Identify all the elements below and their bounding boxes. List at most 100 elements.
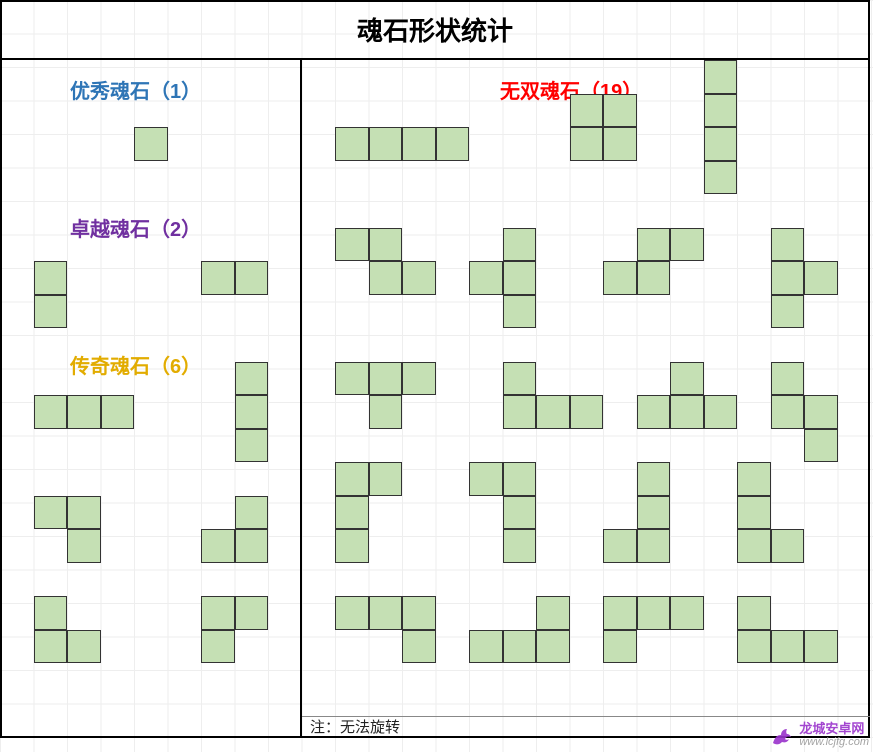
shape-cell <box>469 630 503 664</box>
shape-cell <box>737 496 771 530</box>
shape-cell <box>503 529 537 563</box>
shape-cell <box>603 127 637 161</box>
shape-cell <box>34 630 68 664</box>
shape-cell <box>402 362 436 396</box>
shape-cell <box>637 496 671 530</box>
shape-cell <box>67 395 101 429</box>
shape-cell <box>737 462 771 496</box>
shape-cell <box>335 462 369 496</box>
shape-cell <box>603 630 637 664</box>
shape-cell <box>402 596 436 630</box>
shape-cell <box>704 161 738 195</box>
category-label: 传奇魂石（6） <box>70 350 201 379</box>
category-label: 优秀魂石（1） <box>70 75 201 104</box>
shape-cell <box>335 362 369 396</box>
shape-cell <box>503 228 537 262</box>
shape-cell <box>201 630 235 664</box>
shape-cell <box>804 395 838 429</box>
shape-cell <box>670 228 704 262</box>
shape-cell <box>637 596 671 630</box>
shape-cell <box>570 127 604 161</box>
shape-cell <box>737 630 771 664</box>
shape-cell <box>603 261 637 295</box>
shape-cell <box>235 529 269 563</box>
watermark-line1: 龙城安卓网 <box>799 722 869 736</box>
shape-cell <box>369 596 403 630</box>
shape-cell <box>603 94 637 128</box>
shape-cell <box>771 395 805 429</box>
shape-cell <box>603 596 637 630</box>
shape-cell <box>235 261 269 295</box>
shape-cell <box>402 630 436 664</box>
shape-cell <box>402 261 436 295</box>
shape-cell <box>34 496 68 530</box>
shape-cell <box>771 295 805 329</box>
shape-cell <box>637 228 671 262</box>
watermark: 龙城安卓网 www.lcjfg.com <box>769 722 869 748</box>
shape-cell <box>704 395 738 429</box>
shape-cell <box>804 261 838 295</box>
shape-cell <box>201 261 235 295</box>
shape-cell <box>637 395 671 429</box>
category-label: 卓越魂石（2） <box>70 213 201 242</box>
shape-cell <box>402 127 436 161</box>
note-text: 注：无法旋转 <box>310 719 400 736</box>
shape-cell <box>201 529 235 563</box>
shape-cell <box>369 261 403 295</box>
shape-cell <box>670 596 704 630</box>
watermark-line2: www.lcjfg.com <box>799 736 869 748</box>
shape-cell <box>34 596 68 630</box>
shape-cell <box>704 60 738 94</box>
shape-cell <box>670 395 704 429</box>
shape-cell <box>804 429 838 463</box>
shape-cell <box>67 529 101 563</box>
shape-cell <box>67 496 101 530</box>
shape-cell <box>235 596 269 630</box>
shape-cell <box>670 362 704 396</box>
shape-cell <box>469 261 503 295</box>
shape-cell <box>101 395 135 429</box>
shape-cell <box>369 362 403 396</box>
shape-cell <box>503 261 537 295</box>
shape-cell <box>804 630 838 664</box>
shape-cell <box>637 462 671 496</box>
shape-cell <box>134 127 168 161</box>
shape-cell <box>737 596 771 630</box>
shape-cell <box>771 630 805 664</box>
shape-cell <box>235 395 269 429</box>
shape-cell <box>335 496 369 530</box>
title-text: 魂石形状统计 <box>357 11 513 48</box>
shape-cell <box>34 395 68 429</box>
shape-cell <box>771 228 805 262</box>
shape-cell <box>603 529 637 563</box>
shape-cell <box>369 462 403 496</box>
shape-cell <box>335 529 369 563</box>
shape-cell <box>335 228 369 262</box>
shape-cell <box>536 596 570 630</box>
shape-cell <box>503 362 537 396</box>
shape-cell <box>34 261 68 295</box>
shape-cell <box>503 462 537 496</box>
page-title: 魂石形状统计 <box>0 0 870 60</box>
shape-cell <box>536 395 570 429</box>
shape-cell <box>503 496 537 530</box>
shape-cell <box>503 295 537 329</box>
shape-cell <box>570 94 604 128</box>
shape-cell <box>369 228 403 262</box>
dragon-icon <box>769 723 793 747</box>
shape-cell <box>201 596 235 630</box>
shape-cell <box>235 429 269 463</box>
shape-cell <box>436 127 470 161</box>
vertical-divider <box>300 60 302 738</box>
shape-cell <box>570 395 604 429</box>
shape-cell <box>503 630 537 664</box>
shape-cell <box>637 529 671 563</box>
shape-cell <box>369 395 403 429</box>
shape-cell <box>67 630 101 664</box>
shape-cell <box>771 529 805 563</box>
shape-cell <box>335 596 369 630</box>
shape-cell <box>536 630 570 664</box>
shape-cell <box>335 127 369 161</box>
shape-cell <box>235 496 269 530</box>
shape-cell <box>469 462 503 496</box>
